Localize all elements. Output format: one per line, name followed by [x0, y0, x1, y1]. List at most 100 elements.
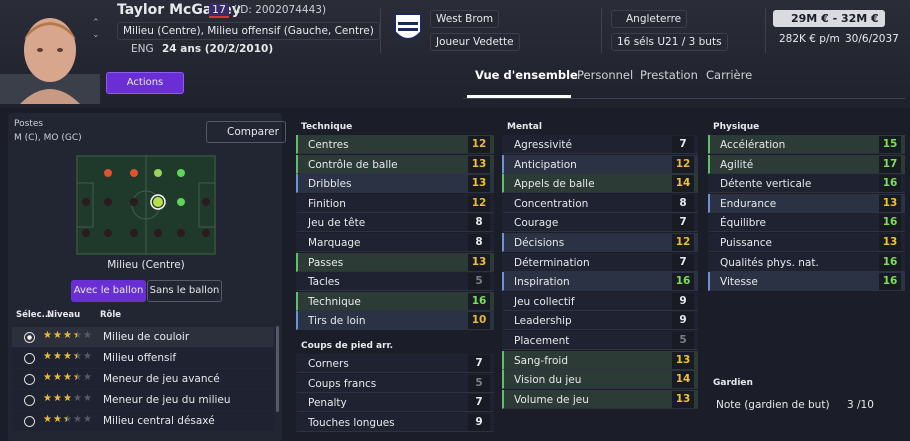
star-fill: ★ — [53, 393, 61, 404]
star: ★ — [73, 372, 82, 383]
column-header: Niveau — [47, 310, 81, 320]
attribute-row — [502, 370, 698, 390]
star: ★ — [43, 414, 52, 425]
attribute-value: 7 — [672, 253, 694, 271]
attribute-name: Vitesse — [720, 276, 758, 289]
attribute-row — [708, 154, 905, 174]
star: ★ — [43, 330, 52, 341]
column-header: Rôle — [100, 310, 122, 320]
player-positions: Milieu (Centre), Milieu offensif (Gauche… — [117, 22, 380, 40]
radio[interactable] — [24, 353, 35, 364]
attribute-name: Tirs de loin — [308, 315, 366, 328]
star: ★ — [83, 330, 92, 341]
attribute-name: Courage — [514, 217, 559, 230]
attribute-row — [296, 135, 494, 154]
tab[interactable]: Vue d'ensemble — [475, 68, 578, 82]
attribute-value: 5 — [468, 273, 490, 291]
attribute-value: 10 — [468, 312, 490, 330]
star: ★ — [63, 372, 72, 383]
role-row[interactable] — [12, 348, 274, 368]
radio[interactable] — [24, 332, 35, 343]
star: ★ — [83, 351, 92, 362]
attribute-value: 13 — [468, 253, 490, 271]
attribute-value: 13 — [879, 194, 901, 212]
attribute-row — [502, 252, 698, 272]
actions-button[interactable]: Actions — [106, 72, 184, 94]
attribute-name: Finition — [308, 197, 346, 210]
attribute-name: Technique — [308, 295, 361, 308]
star: ★ — [63, 393, 72, 404]
attribute-name: Marquage — [308, 237, 361, 249]
section-title: Technique — [301, 122, 353, 132]
attribute-row — [708, 213, 905, 233]
pitch — [76, 155, 216, 255]
attribute-value: 7 — [672, 136, 694, 153]
star-fill: ★ — [43, 330, 51, 341]
attribute-row — [296, 311, 494, 331]
role-row[interactable] — [12, 390, 274, 410]
attribute-value: 8 — [468, 234, 490, 251]
attribute-value: 12 — [468, 136, 490, 153]
attribute-value: 13 — [672, 390, 694, 408]
star: ★ — [43, 372, 52, 383]
role-rating: ★★★★★★★★★ — [43, 351, 103, 365]
gk-value: 3 /10 — [847, 399, 874, 411]
attribute-name: Corners — [308, 358, 349, 370]
star-fill: ★ — [63, 414, 67, 428]
attribute-row — [708, 272, 905, 292]
attribute-row — [296, 272, 494, 292]
radio[interactable] — [24, 395, 35, 406]
nationality: ENG — [131, 43, 154, 55]
radio[interactable] — [24, 374, 35, 385]
attribute-row — [296, 373, 494, 393]
role-rating: ★★★★★★★★ — [43, 393, 103, 407]
star-fill: ★ — [73, 372, 77, 386]
star: ★ — [53, 330, 62, 341]
nav-arrows[interactable]: ⌃ ⌄ — [92, 18, 100, 40]
gk-label: Note (gardien de but) — [716, 399, 830, 411]
star: ★ — [43, 351, 52, 362]
attribute-value: 13 — [468, 155, 490, 173]
star-fill: ★ — [53, 351, 61, 362]
tab[interactable]: Personnel — [577, 68, 634, 82]
attribute-row — [708, 174, 905, 194]
attribute-name: Contrôle de balle — [308, 158, 398, 171]
tab[interactable]: Carrière — [706, 68, 753, 82]
attribute-name: Accélération — [720, 139, 786, 151]
attribute-row — [296, 412, 494, 432]
radio[interactable] — [24, 416, 35, 427]
attribute-row — [296, 233, 494, 252]
attribute-value: 13 — [672, 351, 694, 369]
role-row[interactable] — [12, 369, 274, 389]
mode-button[interactable]: Sans le ballon — [147, 280, 222, 302]
role-row[interactable] — [12, 327, 274, 347]
tab[interactable]: Prestation — [640, 68, 698, 82]
attribute-row — [708, 193, 905, 213]
attribute-value: 12 — [672, 234, 694, 251]
contract-expiry: 30/6/2037 — [845, 33, 899, 45]
section-title: Physique — [713, 122, 760, 132]
star-fill: ★ — [43, 393, 51, 404]
role-name: Milieu central désaxé — [103, 415, 215, 427]
role-name: Meneur de jeu du milieu — [103, 394, 231, 406]
role-rating: ★★★★★★★★ — [43, 414, 103, 428]
attribute-name: Tacles — [308, 276, 340, 289]
star: ★ — [53, 372, 62, 383]
attribute-value: 16 — [672, 273, 694, 291]
attribute-row — [296, 154, 494, 174]
attribute-name: Agressivité — [514, 139, 572, 151]
attribute-value: 16 — [879, 273, 901, 291]
attribute-row — [502, 154, 698, 174]
attribute-name: Placement — [514, 335, 570, 347]
attribute-value: 13 — [468, 175, 490, 193]
star: ★ — [73, 414, 82, 425]
section-title: Gardien — [713, 378, 753, 388]
positions-title: Postes — [14, 119, 44, 129]
star-fill: ★ — [63, 393, 71, 404]
role-rating: ★★★★★★★★★ — [43, 330, 103, 344]
compare-button[interactable]: Comparer — [206, 121, 286, 143]
role-row[interactable] — [12, 411, 274, 431]
scrollbar[interactable] — [276, 326, 279, 412]
mode-button[interactable]: Avec le ballon — [71, 280, 146, 302]
